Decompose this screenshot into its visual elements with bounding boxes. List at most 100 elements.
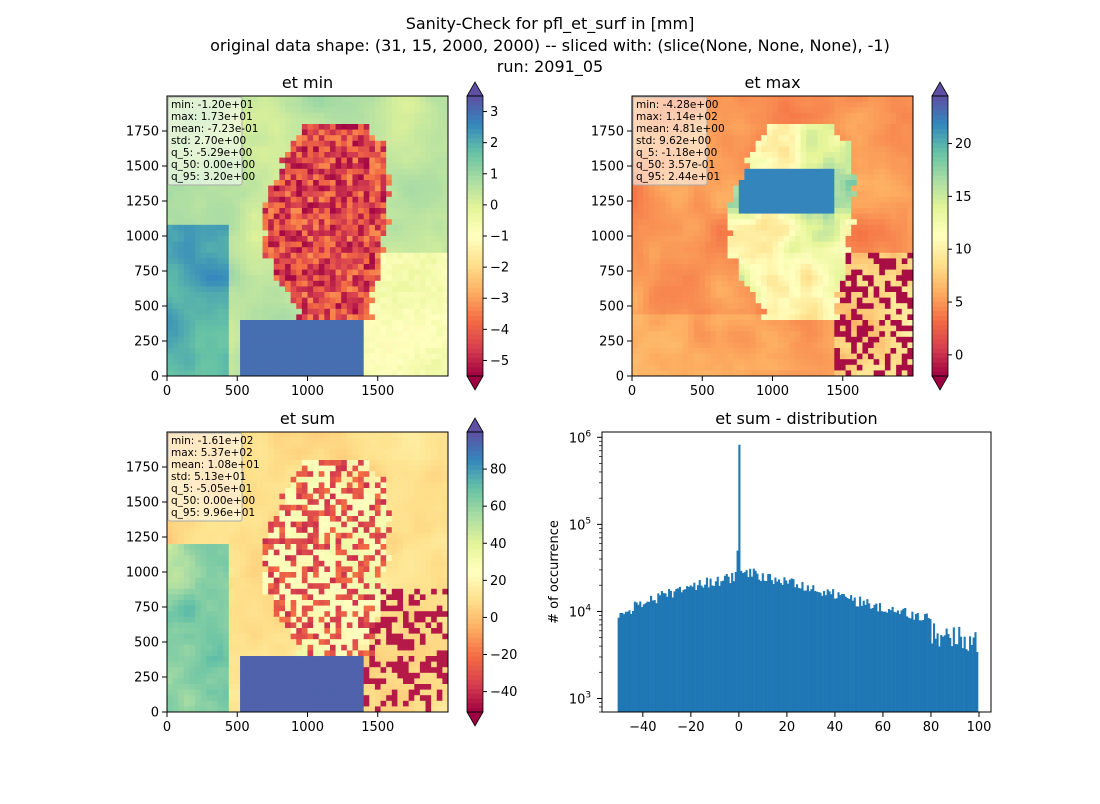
heatmap-cell <box>173 359 179 365</box>
heatmap-cell <box>223 258 229 264</box>
heatmap-cell <box>823 365 829 371</box>
heatmap-cell <box>834 219 840 225</box>
heatmap-cell <box>420 286 426 292</box>
heatmap-cell <box>868 242 874 248</box>
heatmap-cell <box>711 247 717 253</box>
heatmap-cell <box>324 174 330 180</box>
heatmap-cell <box>336 326 342 332</box>
heatmap-cell <box>649 186 655 192</box>
heatmap-cell <box>891 303 897 309</box>
heatmap-cell <box>392 152 398 158</box>
heatmap-cell <box>750 242 756 248</box>
heatmap-cell <box>722 326 728 332</box>
heatmap-cell <box>341 342 347 348</box>
heatmap-cell <box>677 354 683 360</box>
heatmap-cell <box>296 102 302 108</box>
heatmap-cell <box>756 320 762 326</box>
heatmap-cell <box>403 286 409 292</box>
heatmap-cell <box>756 309 762 315</box>
heatmap-cell <box>369 314 375 320</box>
heatmap-cell <box>834 348 840 354</box>
heatmap-cell <box>358 320 364 326</box>
heatmap-cell <box>352 270 358 276</box>
heatmap-cell <box>330 359 336 365</box>
heatmap-cell <box>733 298 739 304</box>
heatmap-cell <box>184 270 190 276</box>
heatmap-cell <box>291 163 297 169</box>
heatmap-cell <box>750 169 756 175</box>
heatmap-cell <box>694 337 700 343</box>
heatmap-cell <box>840 141 846 147</box>
heatmap-cell <box>229 275 235 281</box>
heatmap-cell <box>296 309 302 315</box>
heatmap-cell <box>285 135 291 141</box>
heatmap-cell <box>313 130 319 136</box>
heatmap-cell <box>296 331 302 337</box>
heatmap-cell <box>206 365 212 371</box>
colorbar-segment <box>467 199 483 204</box>
heatmap-cell <box>638 225 644 231</box>
heatmap-cell <box>268 146 274 152</box>
heatmap-cell <box>671 359 677 365</box>
heatmap-cell <box>178 214 184 220</box>
heatmap-cell <box>829 141 835 147</box>
heatmap-cell <box>336 152 342 158</box>
heatmap-cell <box>891 275 897 281</box>
heatmap-cell <box>728 141 734 147</box>
heatmap-cell <box>879 326 885 332</box>
heatmap-cell <box>778 359 784 365</box>
heatmap-cell <box>632 247 638 253</box>
heatmap-cell <box>223 230 229 236</box>
heatmap-cell <box>375 281 381 287</box>
heatmap-cell <box>414 354 420 360</box>
heatmap-cell <box>744 348 750 354</box>
heatmap-cell <box>319 208 325 214</box>
heatmap-cell <box>201 309 207 315</box>
heatmap-cell <box>426 163 432 169</box>
heatmap-cell <box>705 258 711 264</box>
heatmap-cell <box>302 146 308 152</box>
heatmap-cell <box>885 130 891 136</box>
heatmap-cell <box>352 275 358 281</box>
heatmap-cell <box>386 236 392 242</box>
colorbar-segment <box>467 259 483 264</box>
heatmap-cell <box>386 253 392 259</box>
heatmap-cell <box>660 314 666 320</box>
heatmap-cell <box>414 96 420 102</box>
heatmap-cell <box>834 197 840 203</box>
heatmap-cell <box>195 337 201 343</box>
heatmap-cell <box>868 331 874 337</box>
heatmap-cell <box>840 258 846 264</box>
heatmap-cell <box>716 202 722 208</box>
heatmap-cell <box>874 242 880 248</box>
heatmap-cell <box>733 253 739 259</box>
heatmap-cell <box>711 230 717 236</box>
heatmap-cell <box>313 118 319 124</box>
heatmap-cell <box>431 174 437 180</box>
heatmap-cell <box>722 163 728 169</box>
heatmap-cell <box>308 247 314 253</box>
heatmap-cell <box>756 219 762 225</box>
heatmap-cell <box>862 141 868 147</box>
heatmap-cell <box>683 264 689 270</box>
heatmap-cell <box>240 286 246 292</box>
heatmap-cell <box>891 247 897 253</box>
heatmap-cell <box>716 236 722 242</box>
heatmap-cell <box>716 359 722 365</box>
colorbar-segment <box>467 343 483 348</box>
heatmap-cell <box>862 230 868 236</box>
heatmap-cell <box>437 102 443 108</box>
heatmap-cell <box>426 186 432 192</box>
heatmap-cell <box>330 342 336 348</box>
heatmap-cell <box>431 225 437 231</box>
heatmap-cell <box>381 314 387 320</box>
heatmap-cell <box>212 342 218 348</box>
heatmap-cell <box>347 298 353 304</box>
heatmap-cell <box>240 242 246 248</box>
heatmap-cell <box>857 186 863 192</box>
heatmap-cell <box>319 158 325 164</box>
heatmap-cell <box>364 309 370 315</box>
heatmap-cell <box>722 331 728 337</box>
heatmap-cell <box>285 258 291 264</box>
heatmap-cell <box>846 359 852 365</box>
